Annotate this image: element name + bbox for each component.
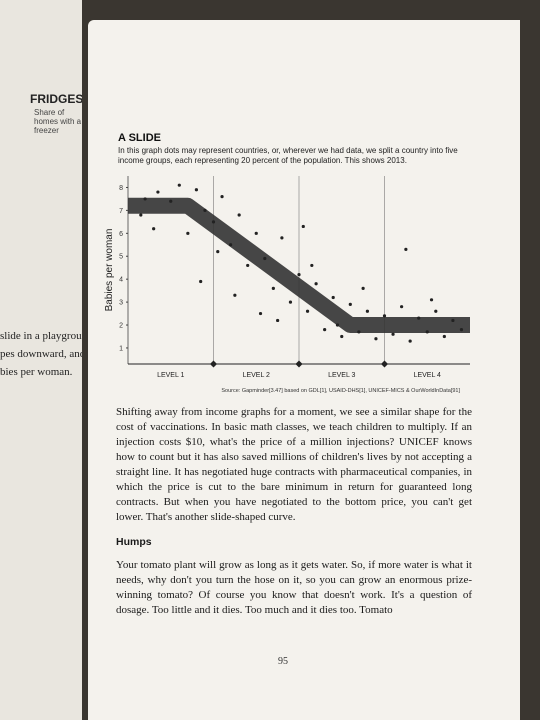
dot — [361, 286, 365, 290]
page-number: 95 — [278, 656, 288, 667]
dot — [211, 220, 216, 224]
x-tick-label: LEVEL 2 — [243, 372, 270, 379]
x-tick-label: LEVEL 1 — [157, 372, 184, 379]
dot — [451, 318, 455, 323]
dot — [335, 323, 340, 327]
left-line: bies per woman. — [0, 366, 73, 378]
dot — [280, 236, 284, 240]
dot — [263, 256, 267, 261]
dot — [314, 282, 318, 286]
left-heading: FRIDGES — [30, 92, 82, 106]
dot — [143, 197, 147, 201]
dot — [203, 208, 207, 212]
body-text: Shifting away from income graphs for a m… — [116, 405, 472, 622]
dot — [169, 199, 173, 203]
right-page: A SLIDE In this graph dots may represent… — [88, 20, 520, 720]
dot — [194, 188, 198, 192]
dot — [459, 328, 464, 332]
dot — [254, 231, 258, 235]
dot — [357, 330, 361, 334]
left-subheading: Share of homes with a freezer — [34, 108, 82, 135]
y-tick-label: 2 — [119, 323, 123, 330]
dot — [382, 314, 387, 318]
dot — [276, 318, 280, 323]
paragraph: Shifting away from income graphs for a m… — [116, 406, 472, 523]
chart-title: A SLIDE — [118, 132, 161, 144]
dot — [404, 247, 408, 251]
dot — [434, 309, 438, 313]
y-tick-label: 7 — [119, 208, 123, 215]
y-tick-label: 6 — [119, 231, 123, 238]
y-tick-label: 4 — [119, 277, 123, 284]
y-tick-label: 3 — [119, 300, 123, 307]
dot — [310, 263, 314, 268]
dot — [400, 305, 404, 309]
dot — [152, 227, 156, 231]
dot — [340, 334, 344, 339]
dot — [417, 316, 421, 320]
dot — [186, 231, 190, 235]
y-tick-label: 8 — [119, 185, 123, 192]
dot — [271, 286, 275, 290]
chart-caption: In this graph dots may represent countri… — [118, 146, 458, 165]
section-heading: Humps — [116, 536, 152, 548]
paragraph: Your tomato plant will grow as long as i… — [116, 559, 472, 616]
left-line: pes downward, and then it — [0, 348, 82, 360]
dot — [323, 328, 327, 332]
level-marker — [295, 360, 303, 368]
dot — [442, 334, 446, 339]
level-marker — [380, 360, 389, 368]
dot — [408, 339, 412, 343]
chart-source: Source: Gapminder[3.47] based on GDL[1],… — [221, 388, 460, 394]
dot — [301, 224, 305, 229]
dot — [297, 272, 301, 277]
y-axis-label: Babies per woman — [104, 229, 115, 312]
chart: Babies per woman 1 2 3 4 5 6 7 8 LEVEL 1 LEVEL 2 LE… — [104, 176, 470, 394]
dot — [365, 309, 369, 313]
dot — [229, 243, 233, 247]
dot — [348, 302, 352, 306]
level-marker — [209, 360, 218, 368]
left-line: slide in a playground. It s — [0, 330, 82, 342]
y-tick-label: 1 — [119, 345, 123, 352]
y-tick-label: 5 — [119, 254, 123, 261]
dot — [391, 332, 395, 336]
dot — [220, 195, 224, 199]
left-page: FRIDGES Share of homes with a freezer sl… — [0, 0, 82, 720]
dot — [246, 263, 250, 268]
dot — [288, 300, 293, 304]
dot — [139, 213, 143, 217]
dot — [233, 293, 237, 297]
dot — [199, 279, 203, 284]
x-tick-label: LEVEL 4 — [414, 372, 441, 379]
trend-band — [128, 197, 470, 334]
dot — [374, 337, 378, 341]
dot — [258, 311, 263, 316]
x-tick-label: LEVEL 3 — [328, 372, 355, 379]
dot — [425, 330, 429, 334]
dot — [331, 295, 335, 300]
dot — [156, 190, 160, 194]
dot — [305, 309, 310, 313]
dot — [237, 213, 241, 217]
dot — [177, 183, 181, 187]
dot — [216, 250, 220, 254]
dot — [429, 298, 434, 302]
